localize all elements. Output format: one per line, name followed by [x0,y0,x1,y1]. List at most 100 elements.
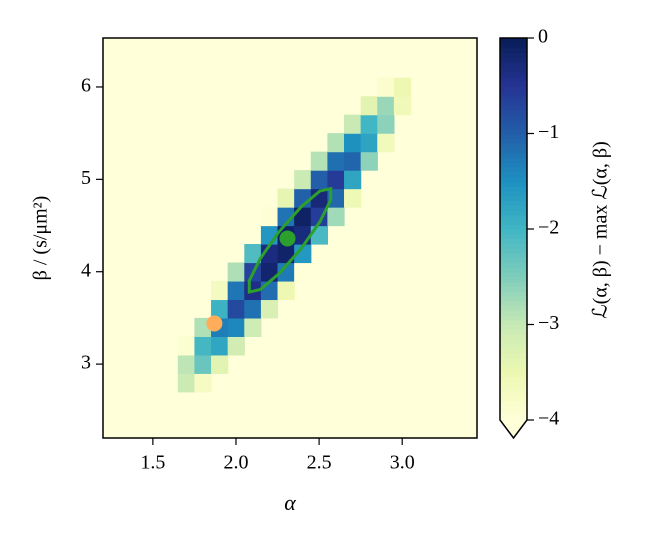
colorbar-segment [500,300,527,306]
colorbar-segment [500,171,527,178]
colorbar-segment [500,291,527,297]
heatmap-cell [360,133,378,153]
colorbar-segment [500,80,527,87]
colorbar-segment [500,252,527,259]
colorbar-segment [500,367,527,373]
colorbar-frame [499,37,528,440]
colorbar-segment [500,267,527,273]
heatmap-cell [344,170,362,190]
x-tick-label: 3.0 [390,452,415,474]
colorbar-segment [500,286,527,292]
marker [206,315,223,332]
heatmap-cell [211,299,229,319]
colorbar-segment [500,128,527,135]
x-axis-label: α [284,490,296,515]
colorbar-segment [500,143,527,149]
colorbar-segment [500,343,527,349]
x-tick-label: 2.5 [307,452,332,474]
colorbar-segment [500,138,527,144]
colorbar-segment [500,319,527,326]
heatmap-cell [177,354,196,374]
colorbar-segment [500,329,527,335]
y-tick-label: 4 [81,259,91,281]
colorbar-segment [500,410,527,416]
colorbar-segment [500,52,527,58]
colorbar-segment [500,176,527,182]
heatmap-cell [377,77,395,97]
colorbar-segment [500,233,527,240]
colorbar-segment [500,224,527,230]
colorbar-segment [500,195,527,201]
colorbar-tick-label: 0 [538,26,548,48]
colorbar-segment [500,372,527,378]
colorbar-segment [500,405,527,412]
heatmap-cell [244,244,262,264]
heatmap-cell [227,262,245,282]
heatmap-cell [260,262,279,282]
colorbar-segment [500,229,527,235]
colorbar-segment [500,391,527,397]
colorbar-segment [500,162,527,168]
colorbar-segment [500,61,527,68]
y-axis-label: β / (s/μm²) [30,196,52,281]
heatmap-cell [310,225,328,245]
colorbar-segment [500,114,527,120]
colorbar-segment [500,362,527,369]
colorbar-segment [500,109,527,115]
heatmap-cell [277,280,295,301]
colorbar-segment [500,310,527,316]
colorbar-segment [500,133,527,139]
colorbar-segment [500,271,527,278]
colorbar-segment [500,219,527,225]
heatmap-cell [177,336,196,356]
heatmap-cell [194,373,212,393]
heatmap-cell [244,317,262,337]
colorbar-segment [500,400,527,407]
colorbar-segment [500,257,527,264]
heatmap-cell [277,262,295,282]
heatmap-cell [211,354,229,374]
colorbar-segment [500,47,527,53]
colorbar-segment [500,386,527,392]
colorbar-segment [500,76,527,82]
heatmap-cell [227,317,245,337]
colorbar-extend [500,420,527,438]
colorbar-segment [500,334,527,340]
colorbar-segment [500,209,527,216]
heatmap-cell [393,77,412,97]
colorbar-segment [500,205,527,211]
heatmap-cell [177,373,196,393]
colorbar-tick-label: −3 [538,312,559,334]
colorbar-segment [500,157,527,163]
colorbar-segment [500,248,527,254]
heatmap-cell [310,151,328,171]
marker [279,230,296,247]
heatmap-cell [294,262,312,282]
y-tick-label: 3 [81,352,91,374]
heatmap-cell [260,280,279,301]
colorbar-segment [500,200,527,206]
heatmap-cell [377,133,395,153]
colorbar-segment [500,57,527,63]
heatmap-cell [211,280,229,301]
colorbar-segment [500,305,527,311]
colorbar-segment [500,71,527,77]
colorbar-segment [500,66,527,73]
heatmap-cell [360,96,378,116]
heatmap-cell [277,244,295,264]
heatmap-cell [344,188,362,208]
heatmap-cell [277,207,295,227]
colorbar-segment [500,190,527,197]
colorbar-segment [500,214,527,221]
colorbar-segment [500,147,527,154]
heatmap-cell [360,151,378,171]
heatmap-cell [327,151,345,171]
heatmap-cell [360,114,378,134]
colorbar-segment [500,353,527,359]
heatmap-cell [327,133,345,153]
heatmap-cell [227,299,245,319]
colorbar-segment [500,348,527,354]
colorbar-tick-label: −1 [538,121,559,143]
heatmap-cell [211,336,229,356]
colorbar-tick-label: −4 [538,408,559,430]
